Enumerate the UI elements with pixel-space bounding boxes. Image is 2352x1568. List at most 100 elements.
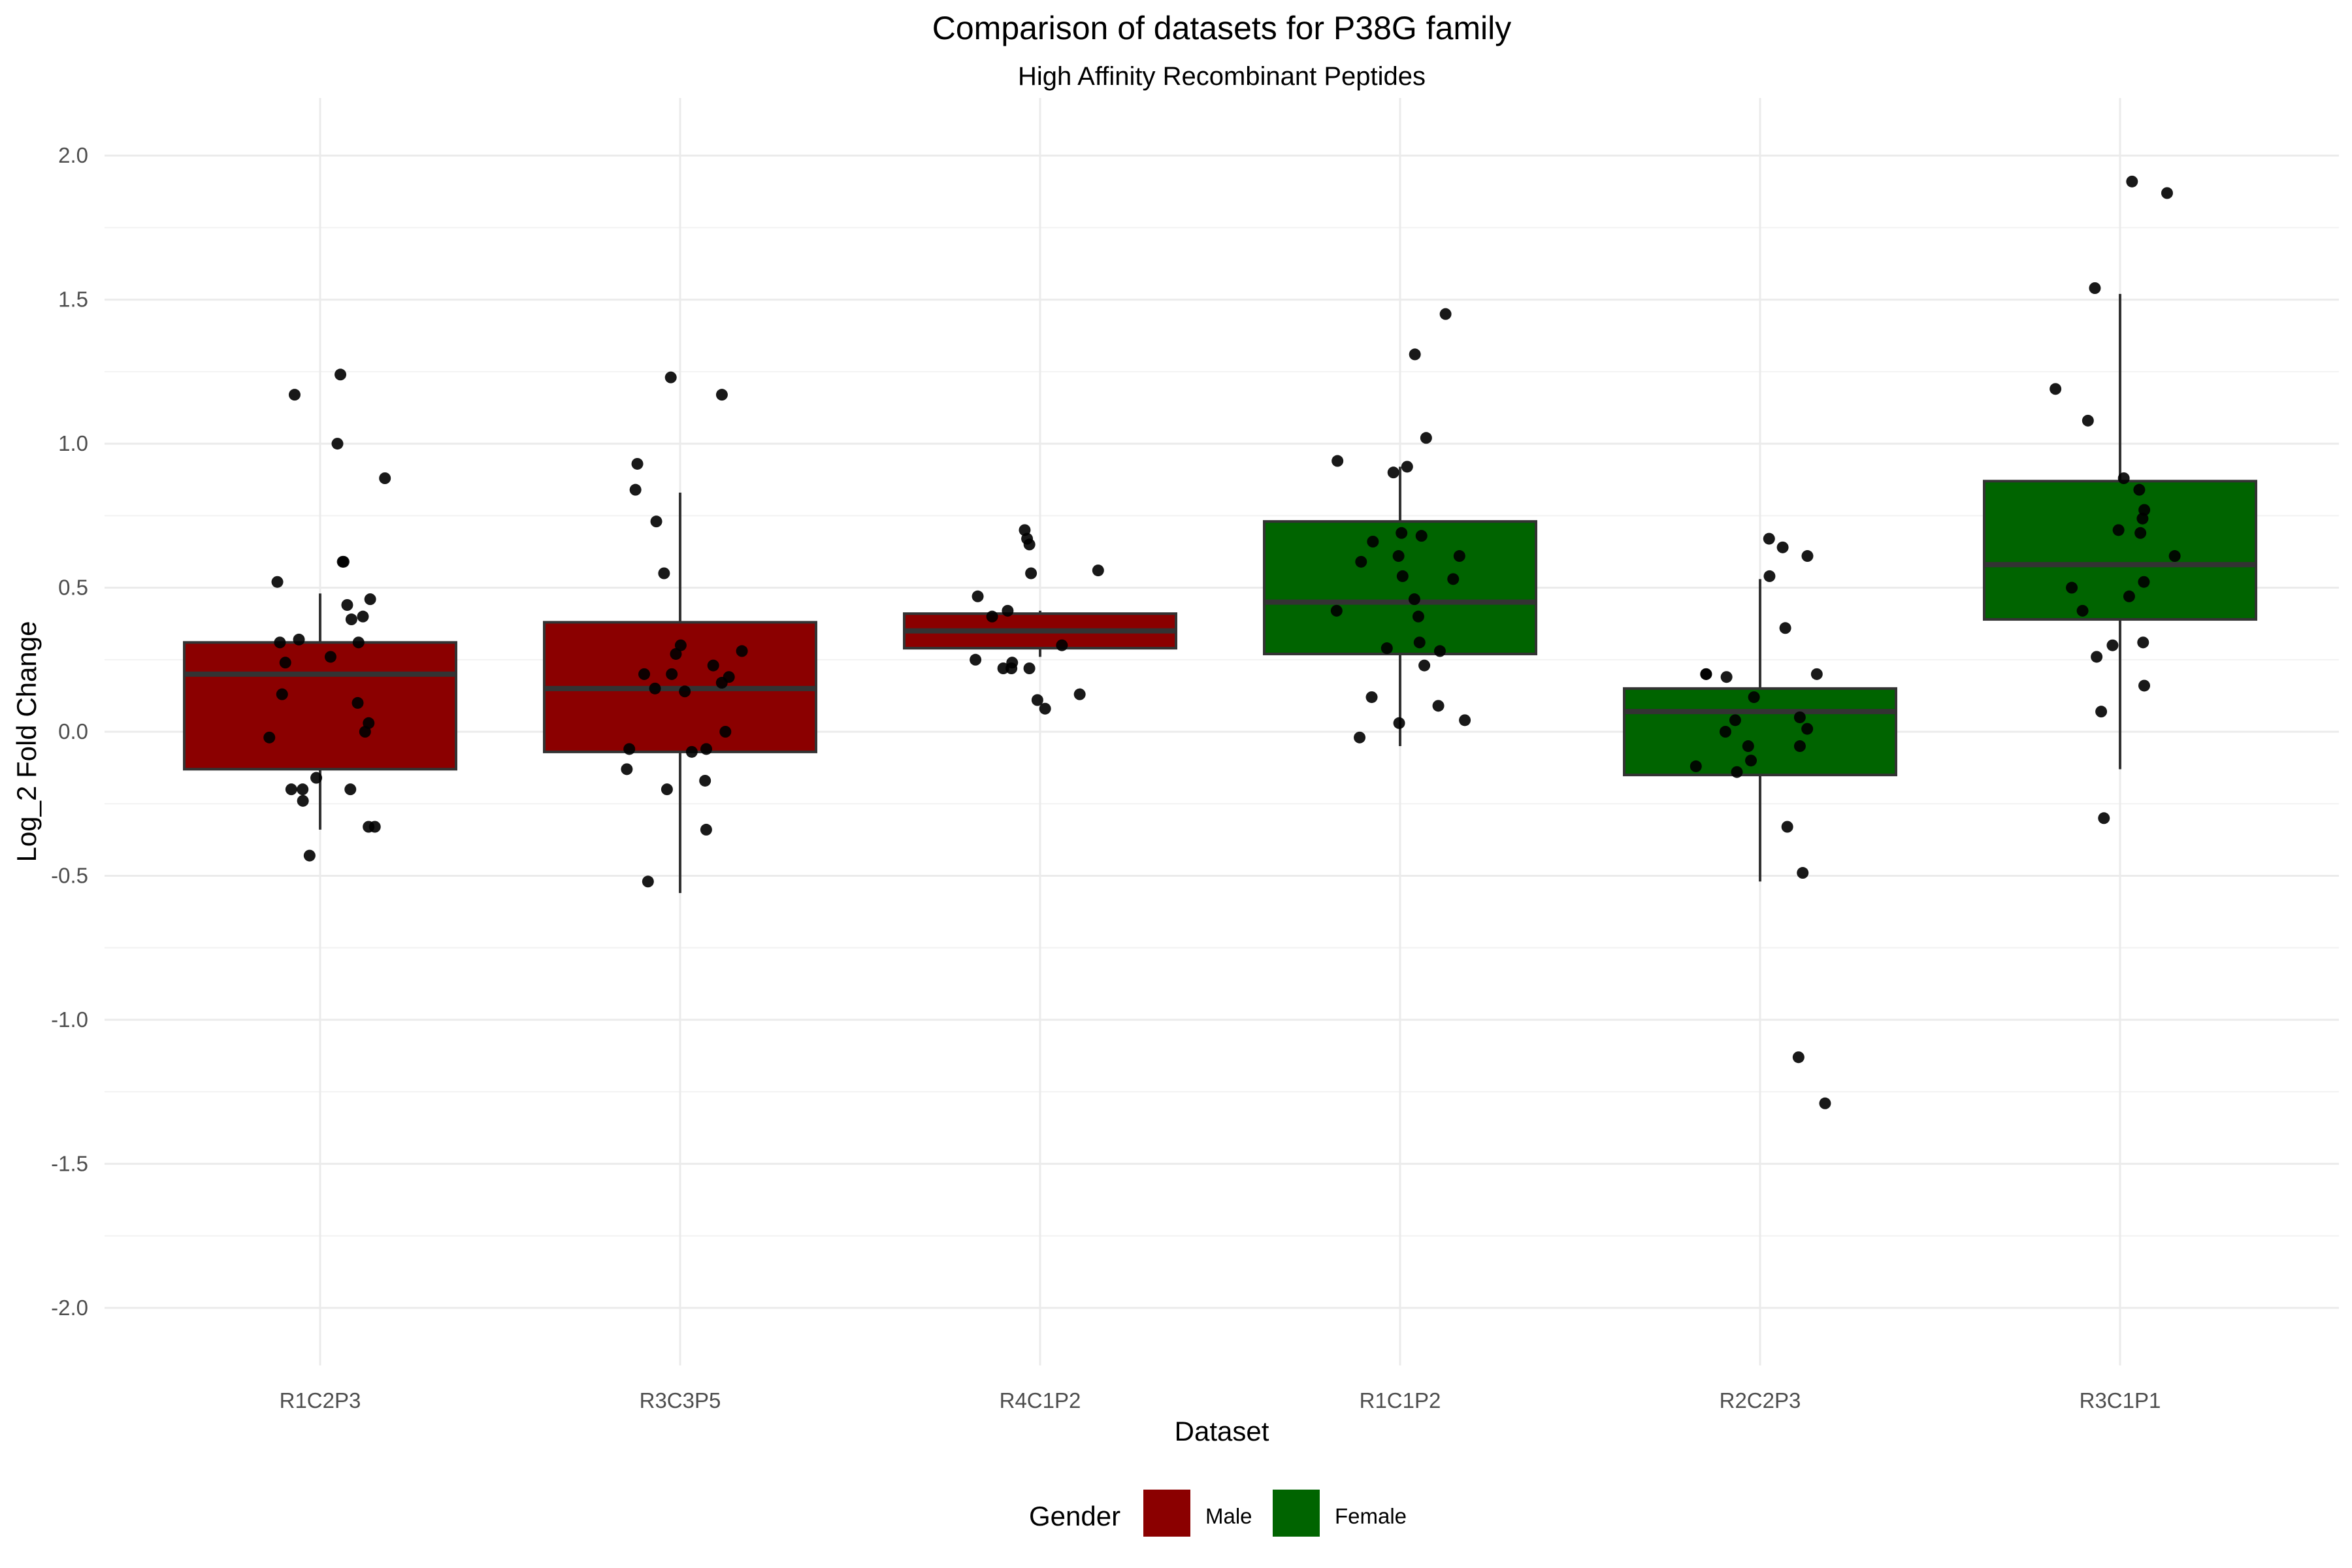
data-point [2123,590,2135,602]
data-point [664,371,677,384]
data-point [670,647,682,660]
data-point [2050,383,2062,395]
data-point [1380,642,1393,655]
chart-subtitle: High Affinity Recombinant Peptides [1018,62,1426,91]
data-point [1432,700,1445,712]
data-point [351,696,364,709]
data-point [2091,651,2103,663]
data-point [1720,671,1733,683]
data-point [1433,645,1446,657]
data-point [623,743,636,755]
data-point [1719,726,1731,738]
data-point [1793,711,1806,723]
data-point [2136,512,2149,525]
data-point [2106,639,2119,651]
point-layer [263,175,2181,1109]
y-axis-title: Log_2 Fold Change [11,621,42,862]
data-point [1412,610,1424,623]
data-point [1748,691,1760,704]
data-point [2168,550,2181,563]
x-tick-label: R1C1P2 [1360,1388,1441,1413]
data-point [666,668,678,680]
data-point [638,668,651,680]
data-point [1797,867,1809,879]
y-tick-label: -0.5 [51,863,88,887]
data-point [1092,564,1104,577]
data-point [1801,550,1814,563]
box-r4c1p2 [903,610,1177,657]
legend: Gender Male Female [1029,1490,1407,1537]
data-point [297,794,309,807]
data-point [2137,636,2149,649]
data-point [1396,570,1409,582]
y-axis-ticks: 2.0 1.5 1.0 0.5 0.0 -0.5 -1.0 -1.5 -2.0 [51,143,88,1320]
data-point [2126,175,2138,188]
data-point [336,555,349,568]
data-point [707,659,719,672]
data-point [344,783,357,796]
y-tick-label: -2.0 [51,1296,88,1320]
data-point [271,576,284,588]
data-point [1396,527,1408,539]
data-point [2066,581,2078,594]
data-point [288,389,301,401]
x-tick-label: R2C2P3 [1720,1388,1801,1413]
legend-swatch-female [1273,1490,1320,1537]
data-point [2112,524,2125,536]
data-point [2095,706,2108,718]
data-point [631,457,644,470]
data-point [2076,604,2089,617]
data-point [1447,573,1460,585]
x-tick-label: R4C1P2 [1000,1388,1081,1413]
x-tick-label: R3C1P1 [2080,1388,2161,1413]
data-point [1781,821,1793,833]
data-point [986,610,998,623]
data-point [679,685,691,698]
y-tick-label: -1.5 [51,1151,88,1175]
data-point [2089,282,2101,294]
y-tick-label: -1.0 [51,1007,88,1032]
box-body [1263,520,1537,655]
data-point [629,483,642,496]
data-point [2138,679,2151,692]
data-point [661,783,673,796]
x-axis-ticks: R1C2P3 R3C3P5 R4C1P2 R1C1P2 R2C2P3 R3C1P1 [280,1388,2161,1413]
data-point [1418,659,1431,672]
data-point [642,875,654,888]
data-point [621,763,633,776]
data-point [1005,662,1018,674]
data-point [1023,662,1036,674]
data-point [1453,550,1465,563]
data-point [310,772,323,784]
data-point [2098,812,2110,825]
data-point [2138,576,2150,588]
data-point [1056,639,1068,651]
data-point [1031,694,1043,706]
data-point [359,726,371,738]
data-point [1401,461,1413,473]
data-point [1002,604,1014,617]
box-body [183,641,457,771]
data-point [297,783,309,796]
data-point [279,657,291,669]
data-point [1367,536,1379,547]
data-point [970,653,982,666]
data-point [1355,555,1367,568]
data-point [1700,668,1712,680]
data-point [674,639,687,651]
data-point [685,745,698,758]
data-point [1776,541,1789,553]
data-point [1409,348,1421,361]
data-point [364,593,376,606]
legend-swatch-male [1143,1490,1190,1537]
data-point [1393,717,1405,729]
y-tick-label: 1.0 [58,431,88,455]
data-point [1331,455,1344,467]
data-point [2161,187,2173,199]
data-point [997,662,1009,674]
data-point [363,821,375,833]
data-point [1413,636,1426,649]
data-point [1810,668,1823,680]
data-point [1039,702,1051,715]
data-point [1023,538,1036,551]
